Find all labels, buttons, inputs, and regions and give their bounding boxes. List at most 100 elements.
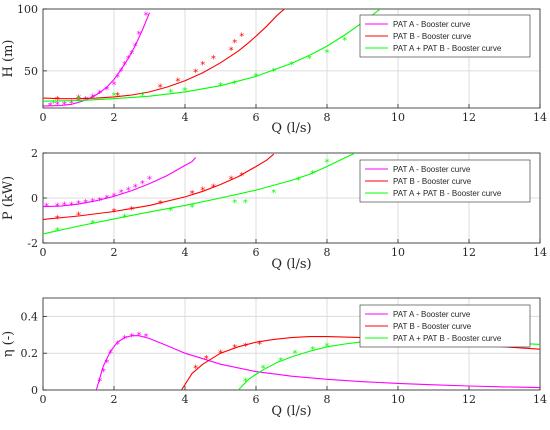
data-point: *	[90, 197, 95, 208]
data-point: *	[115, 73, 120, 84]
x-tick-label: 8	[324, 246, 331, 259]
x-tick-label: 6	[253, 393, 260, 406]
data-point: *	[211, 182, 216, 193]
data-point: *	[76, 199, 81, 210]
data-point: *	[55, 100, 60, 111]
data-point: *	[108, 349, 113, 360]
data-point: *	[229, 45, 234, 56]
x-tick-label: 10	[391, 393, 405, 406]
y-axis-label: H (m)	[1, 40, 16, 78]
data-point: *	[204, 354, 209, 365]
data-point: *	[104, 194, 109, 205]
data-point: *	[122, 213, 127, 224]
data-point: *	[239, 32, 244, 43]
data-point: *	[218, 81, 223, 92]
data-point: *	[147, 174, 152, 185]
legend-box	[359, 14, 531, 58]
data-point: *	[232, 38, 237, 49]
data-point: *	[112, 191, 117, 202]
series-line-3	[43, 153, 356, 235]
x-tick-label: 6	[253, 111, 260, 124]
y-tick-label: 0.4	[21, 310, 39, 323]
series-line-1	[43, 12, 151, 107]
data-point: *	[232, 198, 237, 209]
legend-entry: PAT A - Booster curve	[393, 20, 471, 29]
data-point: *	[243, 341, 248, 352]
data-point: *	[293, 349, 298, 360]
data-point: *	[122, 60, 127, 71]
y-tick-label: 100	[17, 3, 38, 16]
data-point: *	[310, 169, 315, 180]
data-point: *	[48, 101, 53, 112]
data-point: *	[104, 358, 109, 369]
x-tick-label: 14	[533, 393, 547, 406]
data-point: *	[76, 210, 81, 221]
data-point: *	[115, 91, 120, 102]
data-point: *	[190, 189, 195, 200]
data-point: *	[200, 60, 205, 71]
data-point: *	[129, 332, 134, 343]
x-axis-label: Q (l/s)	[271, 121, 311, 136]
legend-entry: PAT B - Booster curve	[393, 177, 472, 186]
x-tick-label: 0	[40, 393, 47, 406]
y-axis-label: η (-)	[1, 331, 16, 357]
data-point: *	[239, 171, 244, 182]
data-point: *	[243, 376, 248, 387]
data-point: *	[119, 188, 124, 199]
data-point: *	[83, 198, 88, 209]
data-point: *	[158, 82, 163, 93]
data-point: *	[126, 186, 131, 197]
data-point: *	[325, 48, 330, 59]
data-point: *	[122, 334, 127, 345]
data-point: *	[325, 341, 330, 352]
data-point: *	[104, 85, 109, 96]
data-point: *	[112, 80, 117, 91]
y-tick-label: -2	[27, 237, 38, 250]
data-point: *	[51, 99, 56, 110]
data-point: *	[310, 345, 315, 356]
legend-entry: PAT A - Booster curve	[393, 165, 471, 174]
data-point: *	[119, 66, 124, 77]
data-point: *	[168, 206, 173, 217]
data-point: *	[69, 200, 74, 211]
data-point: *	[190, 203, 195, 214]
data-point: *	[129, 49, 134, 60]
y-tick-label: 0.2	[21, 347, 39, 360]
legend-entry: PAT A + PAT B - Booster curve	[393, 189, 502, 198]
data-point: *	[101, 367, 106, 378]
x-tick-label: 8	[324, 111, 331, 124]
data-point: *	[278, 356, 283, 367]
data-point: *	[183, 86, 188, 97]
data-point: *	[133, 182, 138, 193]
data-point: *	[254, 71, 259, 82]
data-point: *	[97, 376, 102, 387]
legend-box	[359, 304, 531, 348]
data-point: *	[271, 188, 276, 199]
series-line-2	[43, 9, 285, 100]
x-tick-label: 2	[111, 111, 118, 124]
data-point: *	[62, 200, 67, 211]
legend-entry: PAT A + PAT B - Booster curve	[393, 44, 502, 53]
plot-area: * * * * * * * * * ********** * ********** * * * * * * ** **…	[43, 9, 381, 112]
data-point: *	[175, 76, 180, 87]
x-tick-label: 4	[182, 246, 189, 259]
legend-entry: PAT B - Booster curve	[393, 32, 472, 41]
data-point: *	[115, 340, 120, 351]
x-tick-label: 4	[182, 111, 189, 124]
data-point: *	[143, 332, 148, 343]
legend-entry: PAT A + PAT B - Booster curve	[393, 334, 502, 343]
data-point: *	[112, 91, 117, 102]
data-point: *	[76, 95, 81, 106]
data-point: *	[76, 96, 81, 107]
data-point: *	[193, 363, 198, 374]
data-point: *	[76, 94, 81, 105]
x-tick-label: 4	[182, 393, 189, 406]
x-tick-label: 14	[533, 111, 547, 124]
data-point: *	[140, 179, 145, 190]
x-tick-label: 6	[253, 246, 260, 259]
data-point: *	[69, 99, 74, 110]
